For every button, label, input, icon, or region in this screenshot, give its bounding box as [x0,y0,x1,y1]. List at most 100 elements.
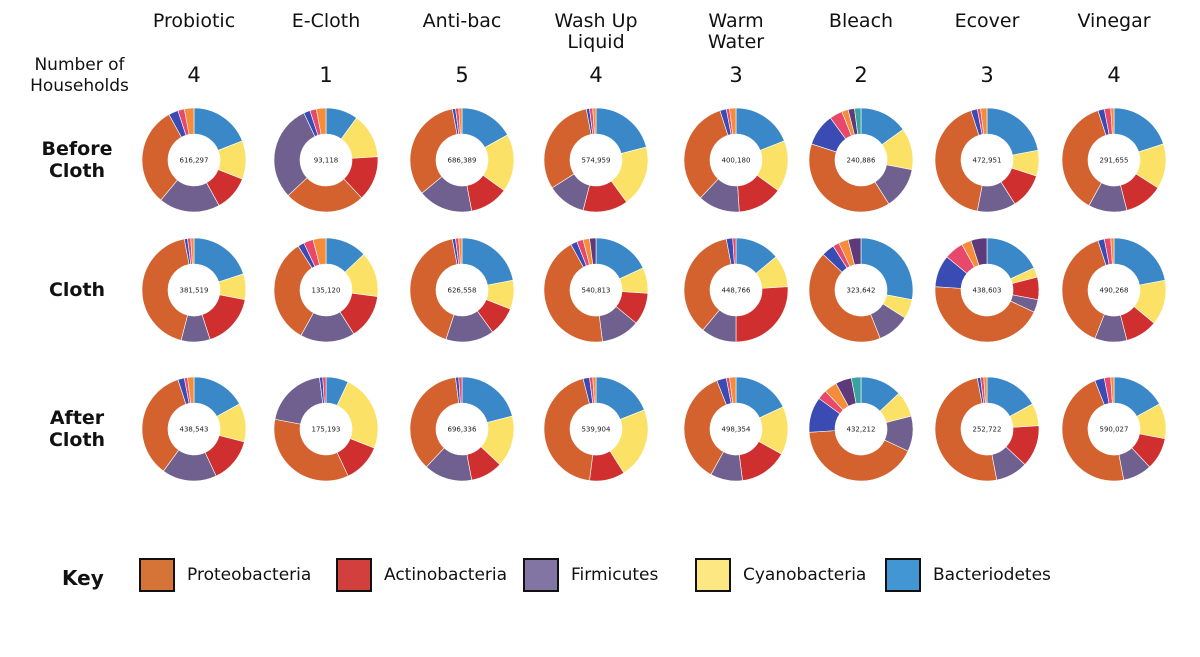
slice-firmicutes [273,112,316,197]
donut-total-label: 240,886 [847,157,876,165]
slice-proteobacteria [409,377,460,468]
donut-chart: 252,722 [934,376,1040,482]
donut-chart: 448,766 [683,237,789,343]
slice-proteobacteria [409,238,458,340]
slice-proteobacteria [273,245,314,336]
slice-other [1110,376,1115,404]
slice-proteobacteria [808,143,890,213]
key-item: Actinobacteria [336,557,507,593]
household-count: 3 [729,63,743,87]
slice-proteobacteria [934,377,998,482]
slice-bacteriodetes [1113,107,1164,153]
column-header: Bleach [828,10,894,32]
key-label: Bacteriodetes [933,565,1051,585]
donut-chart: 432,212 [808,376,914,482]
household-count: 2 [854,63,868,87]
donut-chart: 472,951 [934,107,1040,213]
slice-proteobacteria [808,253,881,343]
donut-chart: 590,027 [1061,376,1167,482]
key-item: Cyanobacteria [695,557,866,593]
donut-total-label: 252,722 [973,426,1002,434]
key-item: Bacteriodetes [885,557,1051,593]
household-count: 4 [589,63,603,87]
donut-total-label: 291,655 [1100,157,1129,165]
donut-chart: 696,336 [409,376,515,482]
slice-other [592,107,597,135]
slice-other [458,237,463,265]
donut-total-label: 539,904 [582,426,611,434]
slice-bacteriodetes [1113,237,1166,286]
key-swatch [695,558,731,592]
household-count: 4 [1107,63,1121,87]
donut-total-label: 490,268 [1100,287,1129,295]
donut-total-label: 498,354 [722,426,751,434]
key-label: Proteobacteria [187,565,312,585]
column-header: E-Cloth [291,10,361,32]
slice-bacteriodetes [461,237,514,286]
donut-chart: 135,120 [273,237,379,343]
slice-other [312,237,327,266]
slice-other [458,107,463,135]
donut-chart: 438,543 [141,376,247,482]
slice-proteobacteria [273,418,349,482]
donut-chart: 240,886 [808,107,914,213]
slice-proteobacteria [141,114,182,201]
donut-total-label: 381,519 [180,287,209,295]
slice-cyanobacteria [336,381,379,449]
slice-other [1110,107,1115,135]
donut-total-label: 616,297 [180,157,209,165]
donut-chart: 498,354 [683,376,789,482]
slice-proteobacteria [683,380,727,475]
slice-other [1110,237,1115,265]
slice-bacteriodetes [986,107,1039,156]
donut-total-label: 400,180 [722,157,751,165]
slice-other [592,376,597,404]
key-swatch [336,558,372,592]
donut-total-label: 696,336 [448,426,477,434]
key-label: Firmicutes [571,565,659,585]
slice-other [458,376,463,404]
key-swatch [885,558,921,592]
slice-proteobacteria [683,238,732,331]
slice-proteobacteria [141,238,190,341]
key-swatch [139,558,175,592]
slice-other [732,237,737,265]
donut-chart: 540,813 [543,237,649,343]
key-item: Proteobacteria [139,557,311,593]
donut-total-label: 432,212 [847,426,876,434]
donut-total-label: 438,543 [180,426,209,434]
slice-actinobacteria [735,286,789,343]
column-header: Probiotic [152,10,236,32]
key-label: Cyanobacteria [743,565,867,585]
slice-other [847,237,862,266]
donut-chart: 616,297 [141,107,247,213]
household-count: 3 [980,63,994,87]
key-title: Key [62,566,104,590]
row-header: After Cloth [48,407,106,451]
slice-proteobacteria [808,430,909,482]
slice-other [589,237,597,265]
donut-chart: 626,558 [409,237,515,343]
column-header: Ecover [954,10,1020,32]
slice-other [322,376,327,404]
column-header: Warm Water [707,10,765,53]
donut-chart: 686,389 [409,107,515,213]
donut-total-label: 472,951 [973,157,1002,165]
donut-total-label: 540,813 [582,287,611,295]
donut-total-label: 175,193 [312,426,341,434]
row-header: Before Cloth [41,138,113,182]
donut-chart: 490,268 [1061,237,1167,343]
slice-firmicutes [274,377,324,425]
slice-proteobacteria [1061,240,1107,339]
key-swatch [523,558,559,592]
slice-other [183,107,195,135]
slice-bacteriodetes [595,107,647,154]
slice-proteobacteria [543,378,594,481]
slice-proteobacteria [934,110,983,212]
slice-other [850,376,862,404]
slice-other [315,107,327,135]
donut-chart: 291,655 [1061,107,1167,213]
donut-chart: 438,603 [934,237,1040,343]
slice-proteobacteria [141,379,187,472]
donut-chart: 539,904 [543,376,649,482]
